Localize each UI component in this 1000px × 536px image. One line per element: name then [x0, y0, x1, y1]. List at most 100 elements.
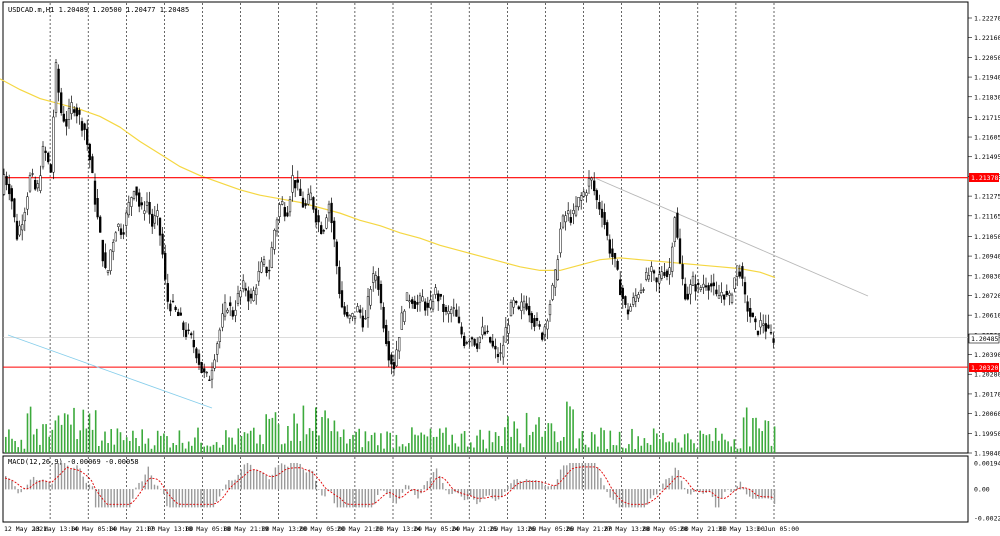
macd-bar — [736, 486, 738, 490]
macd-bar — [767, 489, 769, 499]
price-tick-label: 1.20720 — [974, 292, 1000, 300]
price-tick-label: 1.21495 — [974, 153, 1000, 161]
volume-bar — [721, 433, 723, 453]
candle-body — [205, 371, 208, 374]
volume-bar — [761, 431, 763, 453]
macd-bar — [392, 489, 394, 502]
candle-body — [330, 202, 333, 224]
volume-bar — [758, 428, 760, 453]
candle-body — [156, 210, 159, 217]
candle-body — [340, 290, 344, 308]
macd-bar — [11, 480, 13, 490]
macd-bar — [23, 488, 25, 490]
macd-bar — [8, 478, 10, 490]
candle-body — [392, 362, 396, 370]
candle-body — [174, 306, 177, 311]
volume-bar — [280, 444, 283, 453]
macd-bar — [491, 489, 494, 499]
candle-body — [369, 289, 372, 306]
macd-tick-label: 0.00 — [974, 486, 990, 494]
macd-bar — [417, 489, 419, 499]
price-tick-label: 1.21050 — [974, 233, 1000, 241]
candle-body — [694, 284, 697, 292]
volume-bar — [166, 436, 168, 453]
volume-bar — [296, 423, 298, 453]
volume-bar — [668, 441, 670, 453]
candle-body — [632, 297, 635, 305]
volume-bar — [284, 443, 286, 453]
macd-bar — [513, 479, 515, 490]
volume-bar — [408, 443, 410, 453]
volume-bar — [510, 436, 512, 453]
candle-body — [642, 289, 645, 291]
volume-bar — [274, 412, 277, 453]
macd-bar — [308, 469, 311, 490]
volume-bar — [293, 413, 295, 453]
macd-histogram — [4, 463, 776, 508]
macd-bar — [429, 477, 432, 490]
macd-bar — [274, 467, 277, 490]
volume-bar — [485, 448, 488, 453]
macd-bar — [528, 479, 531, 490]
macd-bar — [680, 480, 683, 490]
candle-body — [112, 242, 115, 252]
volume-bar — [342, 429, 345, 453]
candle-body — [145, 201, 149, 206]
candle-body — [86, 128, 89, 145]
volume-bar — [355, 431, 357, 453]
macd-bar — [296, 463, 298, 490]
candle-body — [686, 293, 689, 300]
price-tick-label: 1.21605 — [974, 134, 1000, 142]
candle-body — [699, 287, 702, 290]
candle-body — [457, 316, 461, 323]
candle-body — [21, 224, 24, 231]
macd-bar — [380, 489, 382, 491]
volume-bar — [268, 418, 271, 453]
volume-bar — [395, 434, 398, 453]
macd-bar — [668, 477, 670, 490]
macd-bar — [51, 483, 53, 490]
volume-bar — [479, 429, 481, 453]
volume-bar — [463, 431, 466, 453]
volume-bar — [178, 430, 181, 453]
macd-bar — [14, 486, 16, 490]
candle-body — [728, 292, 731, 296]
candle-body — [39, 175, 42, 191]
candle-body — [400, 312, 403, 330]
macd-pane-frame — [2, 455, 969, 523]
volume-bar — [302, 405, 305, 453]
macd-bar — [764, 489, 766, 499]
volume-bar — [8, 429, 10, 453]
candle-body — [762, 323, 765, 326]
volume-bar — [497, 435, 500, 453]
volume-bar — [442, 432, 444, 453]
volume-bar — [147, 438, 150, 453]
macd-bar — [166, 489, 168, 507]
macd-bar — [752, 489, 754, 499]
candle-body — [62, 113, 65, 122]
volume-bar — [733, 439, 736, 453]
candle-body — [554, 269, 557, 288]
macd-bar — [507, 485, 509, 490]
candle-body — [613, 253, 617, 259]
volume-bar — [51, 429, 54, 453]
macd-bar — [559, 469, 562, 490]
volume-bar — [451, 434, 453, 453]
time-tick-label: 18 May 21:00 — [223, 525, 270, 533]
macd-bar — [104, 489, 106, 508]
candle-body — [288, 199, 292, 213]
candle-body — [522, 300, 526, 308]
candle-body — [478, 336, 481, 343]
macd-bar — [107, 489, 109, 508]
candle-body — [725, 291, 728, 296]
macd-bar — [333, 489, 335, 504]
time-tick-label: 1 Jun 05:00 — [756, 525, 799, 533]
volume-bar — [333, 420, 336, 453]
macd-bar — [606, 489, 608, 493]
volume-bar — [256, 443, 258, 453]
macd-bar — [358, 489, 360, 508]
volume-bar — [48, 436, 50, 453]
candle-body — [28, 174, 32, 192]
candle-body — [52, 116, 55, 173]
volume-bar — [82, 409, 85, 453]
